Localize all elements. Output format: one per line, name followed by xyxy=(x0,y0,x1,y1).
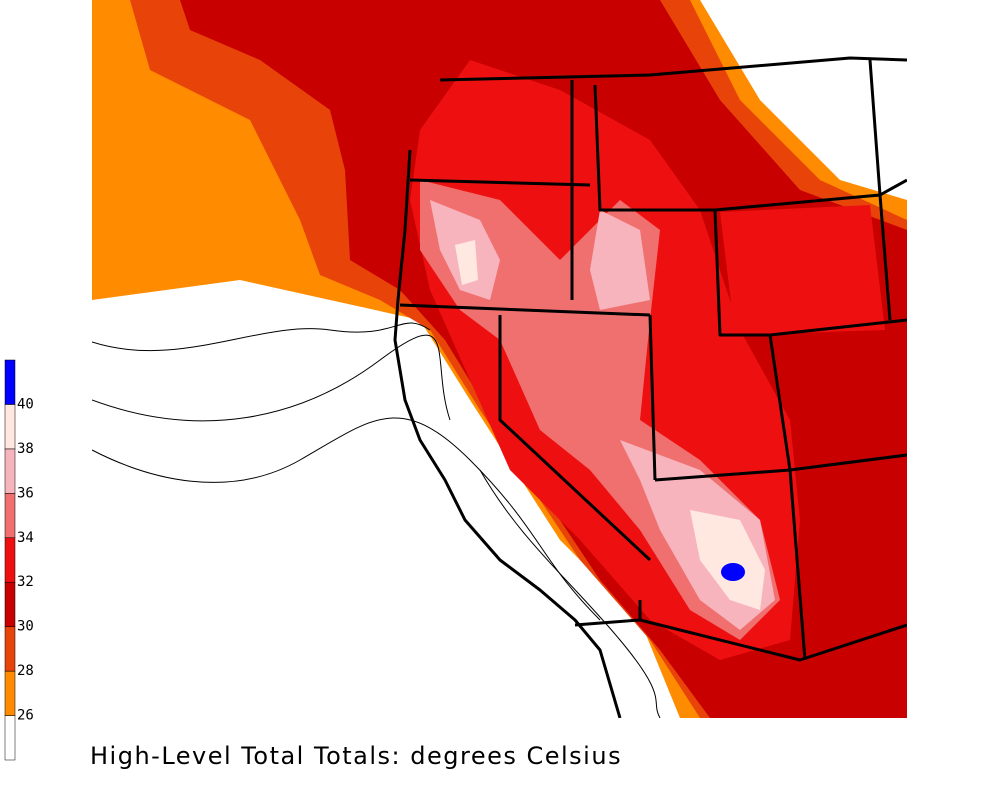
colorbar-label: 28 xyxy=(17,663,34,679)
colorbar-segment xyxy=(4,448,16,494)
contour-fill xyxy=(720,205,885,335)
coastline xyxy=(393,149,622,718)
colorbar-label: 34 xyxy=(17,530,34,546)
border xyxy=(439,56,907,82)
caption: High-Level Total Totals: degrees Celsius xyxy=(90,742,622,770)
contour-fill xyxy=(721,563,745,581)
colorbar: 26 28 30 32 34 36 38 40 xyxy=(4,359,34,761)
contour-fill xyxy=(455,240,478,285)
colorbar-segment xyxy=(4,359,16,405)
colorbar-label: 32 xyxy=(17,574,34,590)
contour-fill xyxy=(590,210,650,310)
colorbar-label: 30 xyxy=(17,619,34,635)
colorbar-segment xyxy=(4,404,16,450)
contour-line xyxy=(479,469,661,718)
colorbar-segment xyxy=(4,670,16,716)
contour-line xyxy=(92,417,601,621)
contour-fill xyxy=(690,510,765,610)
colorbar-segment xyxy=(4,537,16,583)
colorbar-segment xyxy=(4,715,16,761)
colorbar-label: 26 xyxy=(17,708,34,724)
colorbar-segment xyxy=(4,493,16,539)
colorbar-label: 38 xyxy=(17,441,34,457)
colorbar-label: 36 xyxy=(17,485,34,501)
contour-line xyxy=(92,322,431,352)
colorbar-segment xyxy=(4,626,16,672)
colorbar-label: 40 xyxy=(17,396,34,412)
border xyxy=(399,59,907,662)
map xyxy=(92,0,907,718)
contour-line xyxy=(92,334,451,422)
colorbar-segment xyxy=(4,581,16,627)
